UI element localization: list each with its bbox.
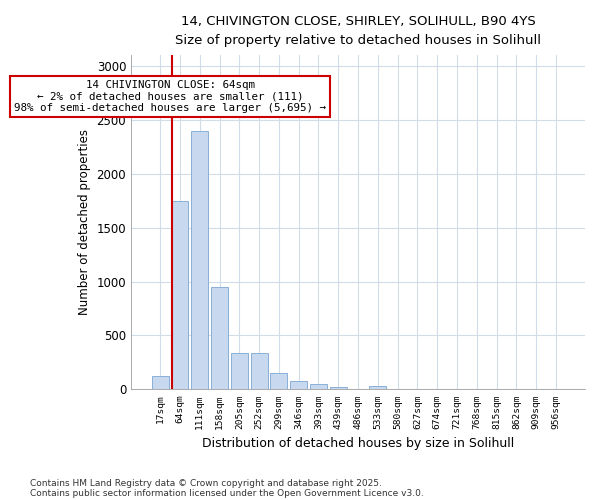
Bar [172,200,188,390]
Bar [330,387,347,390]
Bar [152,376,169,390]
Bar [271,372,287,390]
Bar [251,352,268,390]
Title: 14, CHIVINGTON CLOSE, SHIRLEY, SOLIHULL, B90 4YS
Size of property relative to de: 14, CHIVINGTON CLOSE, SHIRLEY, SOLIHULL,… [175,15,541,47]
Text: Contains public sector information licensed under the Open Government Licence v3: Contains public sector information licen… [30,488,424,498]
Bar [389,389,406,390]
Bar [231,352,248,390]
Bar [191,130,208,390]
Bar [310,384,327,390]
Text: Contains HM Land Registry data © Crown copyright and database right 2025.: Contains HM Land Registry data © Crown c… [30,478,382,488]
Bar [350,389,367,390]
Bar [370,386,386,390]
Bar [290,380,307,390]
Text: 14 CHIVINGTON CLOSE: 64sqm
← 2% of detached houses are smaller (111)
98% of semi: 14 CHIVINGTON CLOSE: 64sqm ← 2% of detac… [14,80,326,113]
Bar [211,287,228,390]
Y-axis label: Number of detached properties: Number of detached properties [78,129,91,315]
X-axis label: Distribution of detached houses by size in Solihull: Distribution of detached houses by size … [202,437,514,450]
